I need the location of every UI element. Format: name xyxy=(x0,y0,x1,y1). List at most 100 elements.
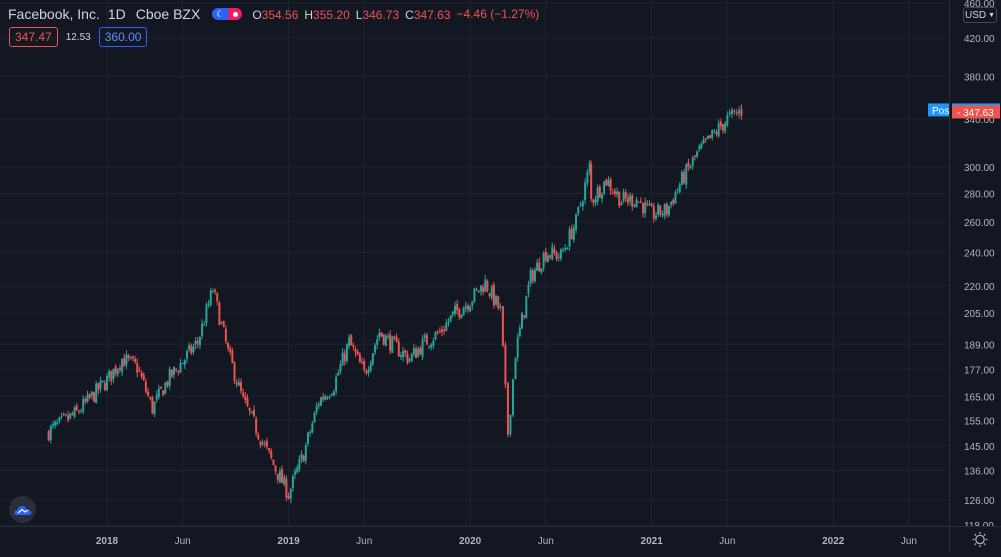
buy-price-button[interactable]: 360.00 xyxy=(98,27,148,47)
gear-icon[interactable] xyxy=(950,527,1001,552)
candle-down xyxy=(555,250,558,262)
candle-down xyxy=(404,349,407,358)
candle-down xyxy=(268,447,271,454)
price-change: −4.46 (−1.27%) xyxy=(456,7,540,21)
candle-down xyxy=(443,325,446,335)
candle-down xyxy=(592,198,595,207)
candle-up xyxy=(518,324,521,338)
candle-down xyxy=(110,370,113,386)
candle-up xyxy=(289,487,292,504)
moon-icon: ☾ xyxy=(212,8,229,20)
candle-up xyxy=(106,373,108,392)
candle-up xyxy=(428,345,431,349)
time-axis[interactable]: 2018 Jun 2019 Jun 2020 Jun 2021 Jun 2022 Jun xyxy=(0,526,949,552)
candle-up xyxy=(220,321,223,325)
candle-down xyxy=(639,197,642,204)
candle-down xyxy=(114,364,117,377)
candle-up xyxy=(157,384,160,400)
candle-down xyxy=(354,346,357,358)
candle-up xyxy=(250,411,253,415)
candle-down xyxy=(361,357,364,365)
candle-down xyxy=(642,202,645,218)
candle-up xyxy=(399,351,402,361)
candle-down xyxy=(77,409,80,415)
last-price-tag xyxy=(952,105,1000,119)
candle-up xyxy=(588,160,591,176)
chart-settings-corner[interactable] xyxy=(949,526,1001,552)
candle-up xyxy=(449,315,452,323)
candle-down xyxy=(683,168,686,185)
candle-down xyxy=(393,335,396,341)
candle-up xyxy=(432,337,435,350)
symbol-name[interactable]: Facebook, Inc. xyxy=(8,6,100,22)
candle-down xyxy=(196,336,199,348)
resolution[interactable]: 1D xyxy=(107,6,126,22)
candle-up xyxy=(473,287,476,304)
market-status-pill[interactable]: ☾ xyxy=(212,8,243,20)
price-axis[interactable]: 460.00 420.00 380.00 340.00 300.00 280.00 260.… xyxy=(949,0,1001,532)
candle-down xyxy=(693,155,696,161)
candle-up xyxy=(408,357,411,364)
candle-down xyxy=(224,325,227,345)
candle-down xyxy=(350,334,353,346)
candle-down xyxy=(229,345,232,356)
candle-up xyxy=(622,188,625,204)
candle-down xyxy=(84,396,87,405)
candle-down xyxy=(140,370,143,380)
candle-up xyxy=(581,199,584,211)
candle-up xyxy=(153,401,156,418)
candle-up xyxy=(261,439,264,447)
candle-up xyxy=(198,335,201,350)
candle-down xyxy=(218,300,221,326)
candle-up xyxy=(475,287,478,291)
candle-up xyxy=(125,350,128,370)
candle-down xyxy=(281,465,284,484)
candle-down xyxy=(646,200,649,207)
candle-up xyxy=(572,224,575,243)
candle-up xyxy=(603,181,606,196)
candle-up xyxy=(731,107,734,119)
candle-down xyxy=(415,346,418,359)
candle-up xyxy=(689,164,692,170)
candle-up xyxy=(108,369,111,382)
candle-down xyxy=(162,389,165,396)
candle-up xyxy=(188,342,191,353)
chart-pane[interactable]: Post xyxy=(0,0,956,526)
candle-up xyxy=(386,332,389,340)
candle-up xyxy=(566,246,569,250)
price-tick-label: 155.00 xyxy=(964,416,995,427)
candle-up xyxy=(726,111,729,128)
candle-up xyxy=(317,401,320,410)
time-tick-label: Jun xyxy=(538,536,554,547)
candle-up xyxy=(575,213,578,234)
ohlc-o: O354.56 xyxy=(252,7,299,22)
candle-up xyxy=(54,420,57,429)
price-tick-label: 260.00 xyxy=(964,218,995,229)
candle-up xyxy=(596,184,599,206)
candle-down xyxy=(504,341,507,389)
candle-down xyxy=(170,369,173,378)
cloud-logo-icon xyxy=(13,505,31,515)
tradingview-logo[interactable] xyxy=(9,496,36,523)
candle-up xyxy=(324,394,327,401)
candle-down xyxy=(363,358,366,373)
candle-down xyxy=(687,158,690,172)
candlestick-chart[interactable]: Post xyxy=(0,0,956,526)
candle-down xyxy=(227,341,230,352)
candle-down xyxy=(134,355,137,364)
candle-up xyxy=(633,203,636,208)
candle-down xyxy=(492,281,495,309)
candle-up xyxy=(700,141,703,150)
candle-down xyxy=(235,379,238,388)
candle-up xyxy=(607,176,610,187)
candle-down xyxy=(214,288,217,295)
candle-up xyxy=(670,201,673,209)
candle-up xyxy=(471,300,474,311)
candle-down xyxy=(380,332,383,338)
price-axis-labels: 460.00 420.00 380.00 340.00 300.00 280.00 260.… xyxy=(952,0,1000,532)
candle-down xyxy=(257,432,260,441)
currency-selector[interactable]: USD ▼ xyxy=(963,7,997,23)
sell-price-button[interactable]: 347.47 xyxy=(9,27,58,47)
status-dot-icon xyxy=(228,8,243,20)
candle-down xyxy=(406,350,409,365)
